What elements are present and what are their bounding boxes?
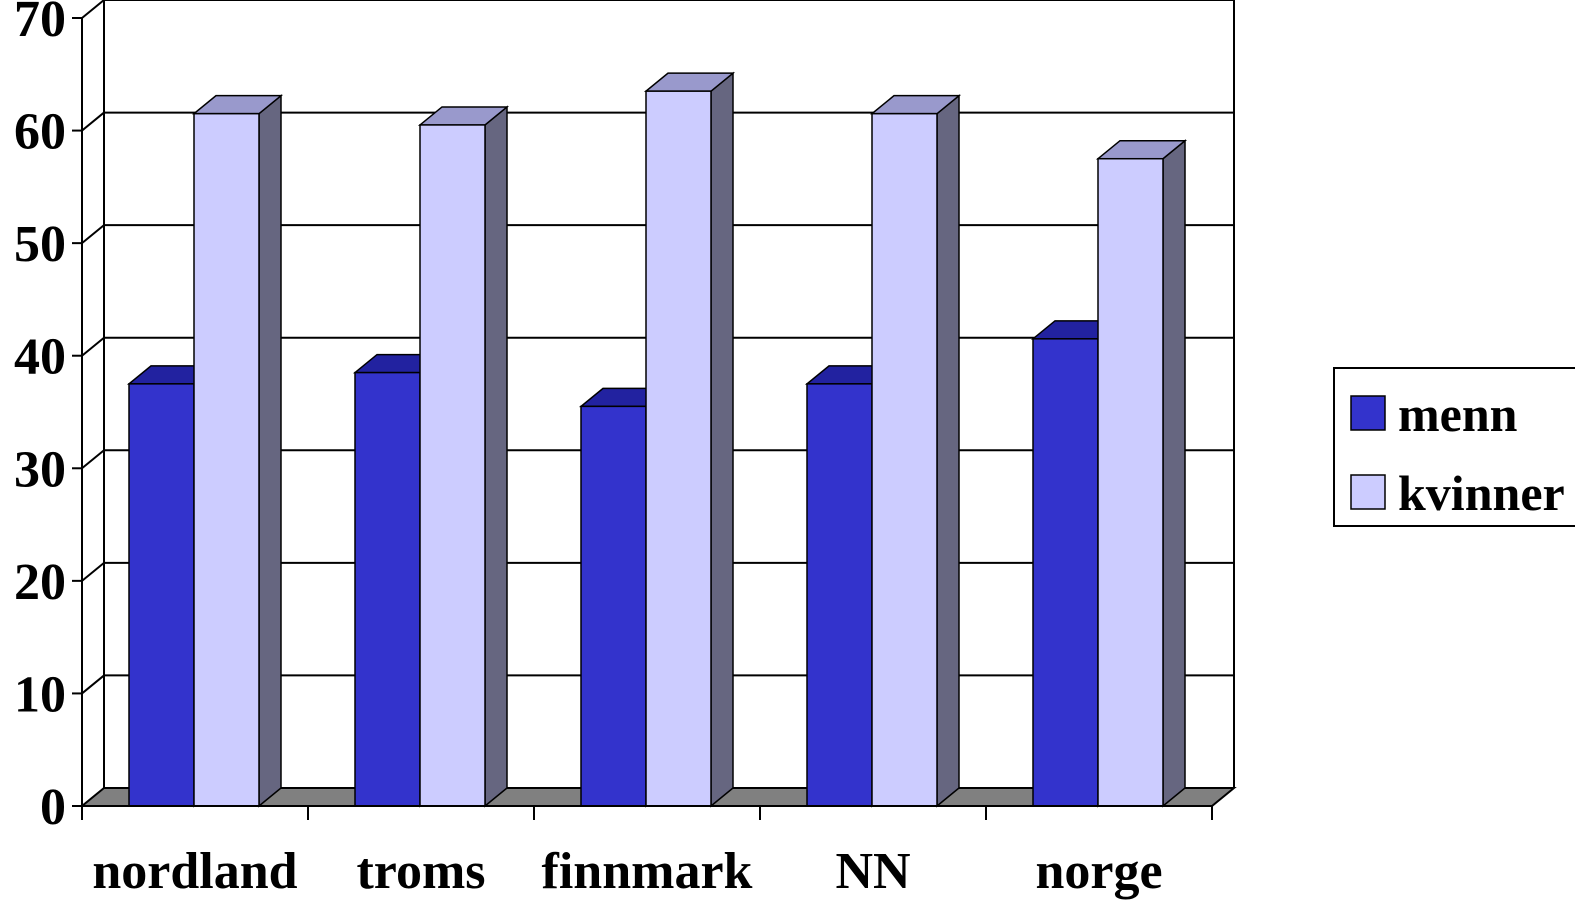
- bar-front: [1032, 338, 1099, 807]
- gridline-bevel-60: [81, 111, 105, 132]
- bar-front: [1097, 157, 1164, 807]
- gridline-bevel-40: [81, 336, 105, 357]
- y-tick-label: 70: [14, 0, 66, 48]
- bar-front: [806, 383, 873, 807]
- legend-swatch-menn: [1350, 395, 1386, 431]
- x-category-label-troms: troms: [356, 843, 485, 900]
- bar-front: [354, 371, 421, 807]
- y-tick-label: 40: [14, 329, 66, 386]
- bar-side: [710, 71, 734, 808]
- bar-front: [193, 112, 260, 807]
- bar-kvinner-norge: [1095, 139, 1188, 808]
- y-tick-label: 30: [14, 441, 66, 498]
- x-category-label-nordland: nordland: [92, 843, 297, 900]
- bar-front: [580, 405, 647, 807]
- bar-side: [936, 94, 960, 808]
- legend: menn kvinner: [1333, 367, 1575, 527]
- gridline-bevel-20: [81, 562, 105, 582]
- y-tick-label: 60: [14, 104, 66, 161]
- bar-front: [419, 124, 486, 807]
- bar-side: [484, 105, 508, 808]
- bar-front: [645, 90, 712, 807]
- bar-kvinner-troms: [417, 105, 510, 808]
- bars-layer: [126, 71, 1188, 808]
- gridline-bevel-50: [81, 224, 105, 244]
- bar-side: [258, 94, 282, 808]
- y-tick-label: 10: [14, 666, 66, 723]
- x-category-label-norge: norge: [1035, 843, 1162, 900]
- legend-swatch-kvinner: [1350, 474, 1386, 510]
- bar-kvinner-NN: [869, 94, 962, 808]
- bar-kvinner-finnmark: [643, 71, 736, 808]
- bar-kvinner-nordland: [191, 94, 284, 808]
- legend-label-kvinner: kvinner: [1398, 465, 1565, 521]
- bar-side: [1162, 139, 1186, 808]
- axes-layer: 0 10 20 30 40 50 60 70 nordland troms finnmark NN no…: [14, 0, 1213, 900]
- y-tick-label: 20: [14, 554, 66, 611]
- gridline-bevel-70: [81, 0, 105, 19]
- y-tick-label: 50: [14, 216, 66, 273]
- gridline-bevel-10: [81, 674, 105, 695]
- bar-front: [128, 383, 195, 807]
- x-category-label-finnmark: finnmark: [542, 843, 753, 900]
- bar-front: [871, 112, 938, 807]
- gridline-bevel-30: [81, 449, 105, 470]
- legend-label-menn: menn: [1398, 386, 1518, 442]
- y-tick-label: 0: [40, 779, 66, 836]
- legend-box: [1333, 367, 1575, 527]
- x-category-label-NN: NN: [835, 843, 910, 900]
